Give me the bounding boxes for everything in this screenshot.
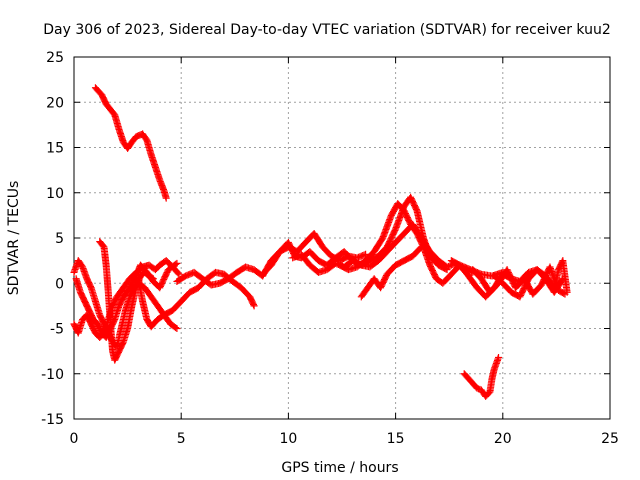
- data-point: [174, 269, 182, 277]
- data-point: [360, 251, 368, 259]
- y-tick-label: 5: [55, 231, 64, 247]
- x-tick-label: 15: [387, 431, 405, 447]
- axis-ticks: 0 5 10 15 20 25 -15 -10 -5 0 5 10 15 20 25: [41, 50, 619, 447]
- x-axis-label: GPS time / hours: [281, 460, 398, 476]
- y-tick-label: 15: [46, 141, 64, 157]
- series-sat-g: [173, 229, 370, 289]
- series-sat-o: [469, 263, 569, 298]
- data-point: [561, 290, 569, 298]
- y-tick-label: -5: [50, 322, 64, 338]
- data-point: [172, 260, 180, 268]
- y-tick-label: 0: [55, 276, 64, 292]
- data-point: [173, 259, 181, 267]
- x-tick-label: 25: [601, 431, 619, 447]
- data-point: [162, 194, 170, 202]
- y-axis-label: SDTVAR / TECUs: [6, 181, 22, 296]
- chart-title: Day 306 of 2023, Sidereal Day-to-day VTE…: [43, 22, 611, 38]
- data-point: [560, 289, 568, 297]
- data-point: [417, 243, 425, 251]
- y-tick-label: -10: [41, 367, 64, 383]
- x-tick-label: 5: [177, 431, 186, 447]
- y-tick-label: 25: [46, 50, 64, 66]
- y-tick-label: -15: [41, 412, 64, 428]
- y-tick-label: 20: [46, 95, 64, 111]
- series-sat-a: [91, 84, 170, 202]
- data-point: [416, 244, 424, 252]
- data-point: [173, 325, 181, 332]
- series-sat-k: [357, 243, 425, 301]
- x-tick-label: 20: [494, 431, 512, 447]
- data-point: [495, 353, 503, 361]
- data-point: [172, 324, 180, 332]
- series-sat-n: [460, 353, 503, 400]
- data-point: [362, 250, 370, 258]
- data-point: [250, 302, 258, 310]
- series-sat-e: [72, 259, 181, 342]
- x-tick-label: 10: [279, 431, 297, 447]
- data-point: [249, 301, 257, 309]
- grid: [74, 57, 610, 419]
- data-series: [70, 84, 571, 400]
- y-tick-label: 10: [46, 186, 64, 202]
- x-tick-label: 0: [70, 431, 79, 447]
